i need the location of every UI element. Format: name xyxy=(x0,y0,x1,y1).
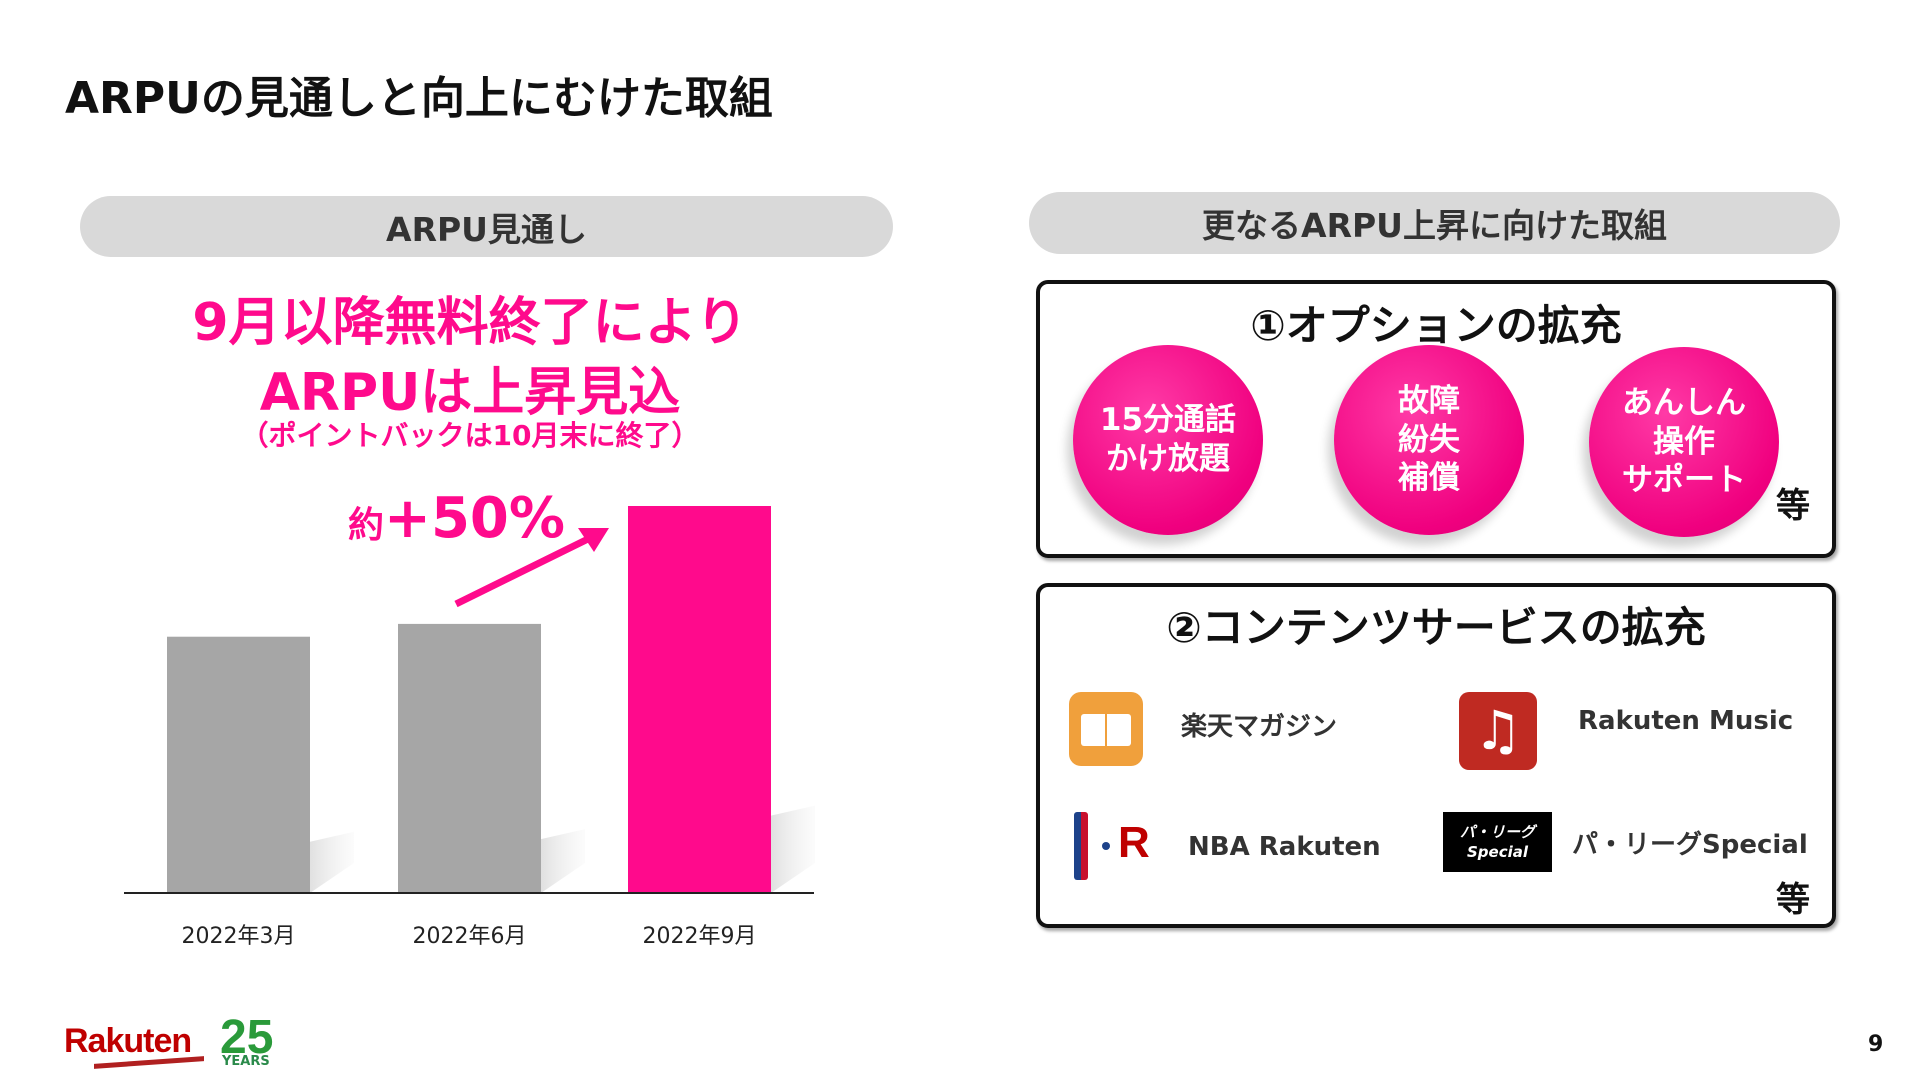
growth-annotation: 約+50% xyxy=(348,486,565,551)
bar-shadow xyxy=(771,805,815,893)
nba-rakuten-label: NBA Rakuten xyxy=(1188,832,1381,862)
options-title: ①オプションの拡充 xyxy=(1250,301,1622,350)
rakuten-music-label: Rakuten Music xyxy=(1578,706,1794,736)
bar-2022年3月 xyxy=(167,636,310,893)
arpu-bar-chart xyxy=(124,506,815,894)
option-support: あんしん 操作 サポート xyxy=(1589,347,1779,537)
option-call-unlimited: 15分通話 かけ放題 xyxy=(1073,345,1263,535)
rakuten-magazine-label: 楽天マガジン xyxy=(1181,712,1338,742)
x-tick-label: 2022年3月 xyxy=(181,924,296,949)
nba-rakuten-logo: R xyxy=(1072,812,1166,880)
content-box xyxy=(1036,583,1836,928)
content-etc: 等 xyxy=(1776,880,1810,920)
rakuten-magazine-icon xyxy=(1069,692,1143,766)
bar-shadow xyxy=(541,829,585,893)
page-title: ARPUの見通しと向上にむけた取組 xyxy=(65,73,773,124)
arpu-initiatives-header: 更なるARPU上昇に向けた取組 xyxy=(1029,192,1840,254)
option-label: 15分通話 かけ放題 xyxy=(1099,402,1237,477)
page-number: 9 xyxy=(1868,1032,1884,1057)
growth-prefix: 約 xyxy=(348,505,385,546)
growth-arrowhead xyxy=(578,528,609,552)
arpu-outlook-header: ARPU見通し xyxy=(80,196,893,257)
rakuten-music-icon: ♫ xyxy=(1459,692,1537,770)
pa-league-special-logo: パ・リーグ Special xyxy=(1443,812,1552,872)
pointback-note: （ポイントバックは10月末に終了） xyxy=(240,419,700,452)
bar-shadow xyxy=(310,831,354,893)
headline-line2: ARPUは上昇見込 xyxy=(259,363,681,423)
pa-league-special-label: パ・リーグSpecial xyxy=(1572,830,1808,860)
options-box xyxy=(1036,280,1836,558)
options-etc: 等 xyxy=(1776,486,1810,526)
option-label: あんしん 操作 サポート xyxy=(1622,384,1746,499)
option-label: 故障 紛失 補償 xyxy=(1398,382,1460,497)
headline-line1: 9月以降無料終了により xyxy=(192,293,748,353)
growth-value: +50% xyxy=(384,486,565,551)
growth-arrow xyxy=(454,534,592,608)
option-device-insurance: 故障 紛失 補償 xyxy=(1334,345,1524,535)
rakuten-25-years-logo: Rakuten 25 YEARS xyxy=(64,1011,274,1069)
x-tick-label: 2022年9月 xyxy=(642,924,757,949)
content-title: ②コンテンツサービスの拡充 xyxy=(1166,603,1706,652)
bar-2022年6月 xyxy=(398,623,541,893)
x-tick-label: 2022年6月 xyxy=(412,924,527,949)
bar-2022年9月 xyxy=(628,506,771,893)
